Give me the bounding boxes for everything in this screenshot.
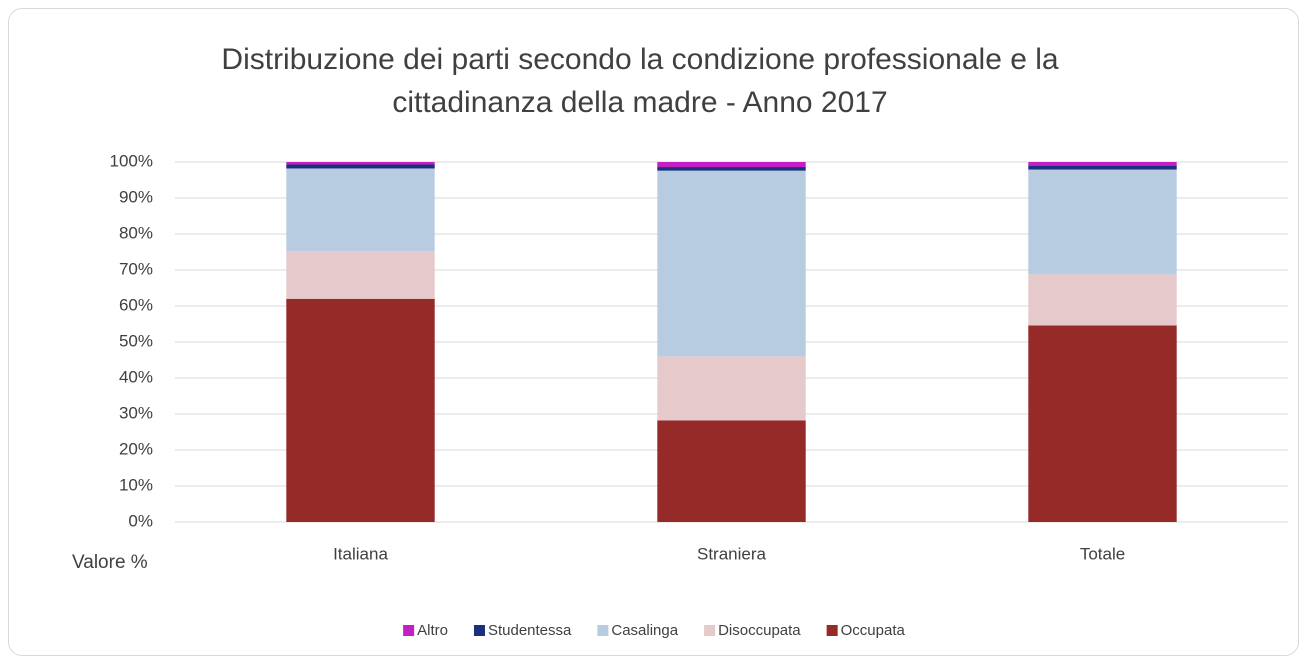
- legend-label: Casalinga: [611, 622, 678, 639]
- bar-segment: [1028, 169, 1177, 275]
- y-axis-label: Valore %: [72, 552, 148, 573]
- legend-swatch: [403, 625, 415, 636]
- legend-label: Studentessa: [488, 622, 572, 639]
- bar-segment: [1028, 165, 1177, 170]
- bar-segment: [657, 162, 806, 168]
- y-tick-label: 60%: [119, 295, 153, 314]
- bar-segment: [657, 420, 806, 522]
- bar-segment: [1028, 274, 1177, 326]
- bar-segment: [657, 167, 806, 171]
- legend-label: Occupata: [841, 622, 906, 639]
- bar-segment: [657, 356, 806, 421]
- bar-segment: [1028, 162, 1177, 166]
- legend-swatch: [704, 625, 716, 636]
- x-tick-label: Italiana: [333, 544, 388, 563]
- y-tick-label: 90%: [119, 187, 153, 206]
- bar-segment: [286, 251, 435, 299]
- bar-segment: [286, 162, 435, 165]
- y-tick-label: 20%: [119, 439, 153, 458]
- x-tick-label: Totale: [1080, 544, 1125, 563]
- bar-segment: [286, 168, 435, 252]
- y-tick-label: 100%: [110, 151, 153, 170]
- legend-swatch: [826, 625, 838, 636]
- legend-swatch: [473, 625, 485, 636]
- y-tick-label: 40%: [119, 367, 153, 386]
- x-tick-label: Straniera: [697, 544, 767, 563]
- bar-segment: [286, 164, 435, 169]
- bar-segment: [657, 170, 806, 357]
- bar-segment: [286, 298, 435, 522]
- legend-swatch: [597, 625, 609, 636]
- chart-title: Distribuzione dei parti secondo la condi…: [221, 43, 1059, 119]
- legend-label: Disoccupata: [718, 622, 801, 639]
- y-tick-label: 50%: [119, 331, 153, 350]
- y-tick-label: 10%: [119, 475, 153, 494]
- y-tick-label: 0%: [128, 511, 153, 530]
- bar-segment: [1028, 325, 1177, 522]
- chart-frame: [8, 8, 1299, 656]
- legend-label: Altro: [417, 622, 448, 639]
- y-tick-label: 80%: [119, 223, 153, 242]
- y-tick-label: 70%: [119, 259, 153, 278]
- y-tick-label: 30%: [119, 403, 153, 422]
